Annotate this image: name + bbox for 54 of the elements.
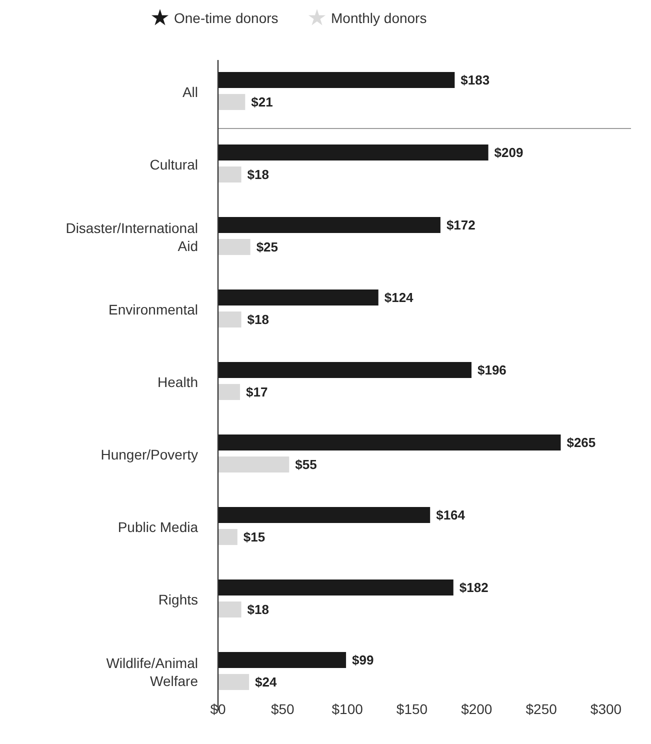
bar [218, 384, 240, 400]
x-tick-label: $100 [332, 701, 364, 717]
bar [218, 456, 290, 472]
data-label: $18 [247, 312, 269, 327]
data-label: $18 [247, 602, 269, 617]
data-label: $17 [246, 384, 268, 400]
data-label: $164 [436, 508, 466, 522]
data-label: $124 [384, 290, 414, 305]
y-tick-label: Hunger/Poverty [100, 446, 198, 462]
y-tick-label: Environmental [108, 302, 198, 318]
y-tick-label: Wildlife/Animal Welfare [106, 655, 198, 689]
data-label: $265 [566, 435, 596, 450]
data-label: $25 [256, 240, 278, 254]
legend-label: Monthly donors [331, 10, 427, 26]
bar [218, 434, 561, 450]
bar [218, 72, 455, 88]
data-label: $21 [251, 94, 273, 110]
bar [218, 529, 238, 545]
y-tick-label: Cultural [150, 156, 198, 172]
bar [218, 652, 346, 668]
data-label: $182 [459, 580, 488, 595]
bar [218, 507, 430, 523]
y-tick-label: Health [158, 374, 198, 390]
legend-label: One-time donors [174, 10, 278, 26]
y-tick-label: Rights [158, 592, 198, 608]
bar [218, 94, 246, 110]
x-tick-label: $200 [461, 701, 492, 717]
x-tick-label: $150 [396, 701, 428, 717]
data-label: $24 [255, 674, 278, 690]
bar [218, 312, 242, 328]
x-tick-label: $0 [210, 701, 226, 717]
data-label: $99 [352, 652, 374, 668]
y-tick-label: Public Media [118, 519, 198, 535]
data-label: $196 [477, 362, 506, 378]
data-label: $18 [247, 167, 269, 182]
data-label: $172 [446, 218, 476, 232]
x-tick-label: $250 [526, 701, 558, 717]
data-label: $15 [243, 530, 266, 544]
data-label: $55 [295, 457, 317, 472]
bar [218, 580, 454, 596]
bar [218, 674, 250, 690]
y-tick-label: Disaster/International Aid [66, 220, 198, 254]
bar [218, 362, 472, 378]
x-tick-label: $50 [270, 701, 295, 717]
bar [218, 290, 378, 306]
bar [218, 166, 242, 182]
bar [218, 239, 250, 255]
bar [218, 217, 440, 233]
data-label: $209 [494, 145, 524, 160]
y-tick-label: All [182, 84, 198, 100]
bar [218, 602, 242, 618]
data-label: $183 [460, 72, 490, 88]
x-tick-label: $300 [590, 701, 622, 717]
bar [218, 144, 488, 160]
